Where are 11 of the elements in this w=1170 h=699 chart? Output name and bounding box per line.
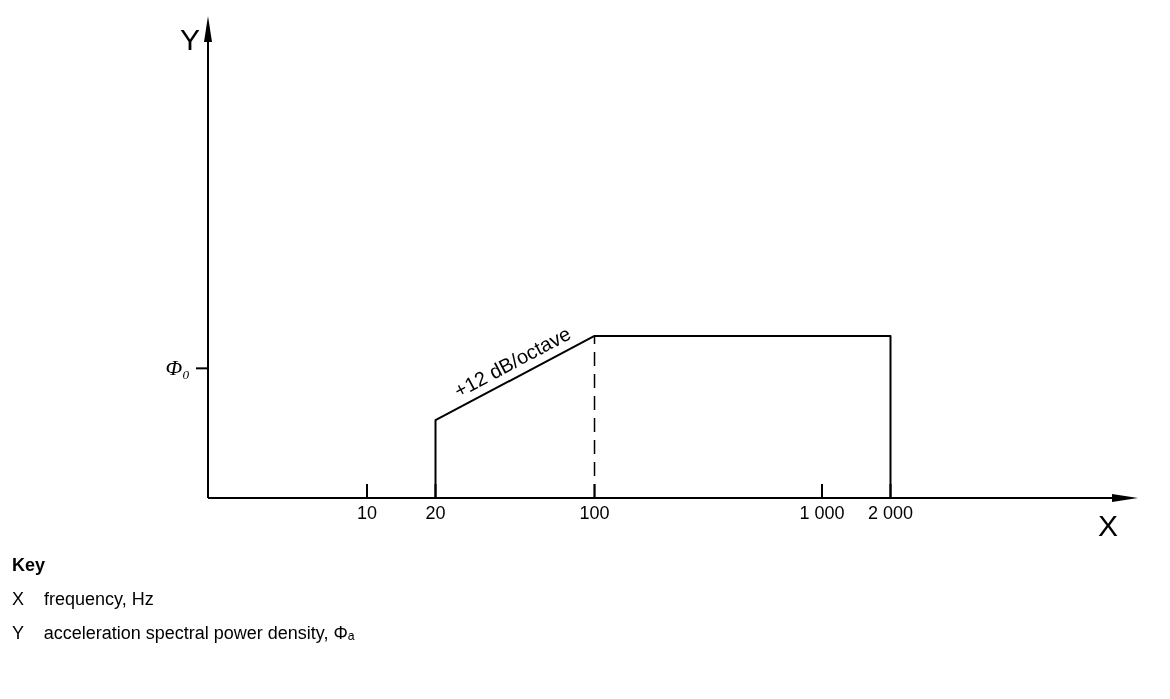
x-tick-label: 2 000: [867, 502, 914, 523]
x-tick-label: 1 000: [799, 502, 845, 523]
text: Key: [12, 554, 47, 577]
x-tick-label: 100: [579, 502, 610, 523]
text: X: [1098, 509, 1119, 542]
x-tick-label: 20: [425, 502, 446, 523]
x-tick-label: 10: [357, 502, 378, 523]
text: Φ₀: [165, 355, 190, 381]
text: Y acceleration spectral power density, Φₐ: [12, 622, 356, 645]
text: X frequency, Hz: [12, 588, 155, 611]
text: Y: [179, 23, 200, 56]
